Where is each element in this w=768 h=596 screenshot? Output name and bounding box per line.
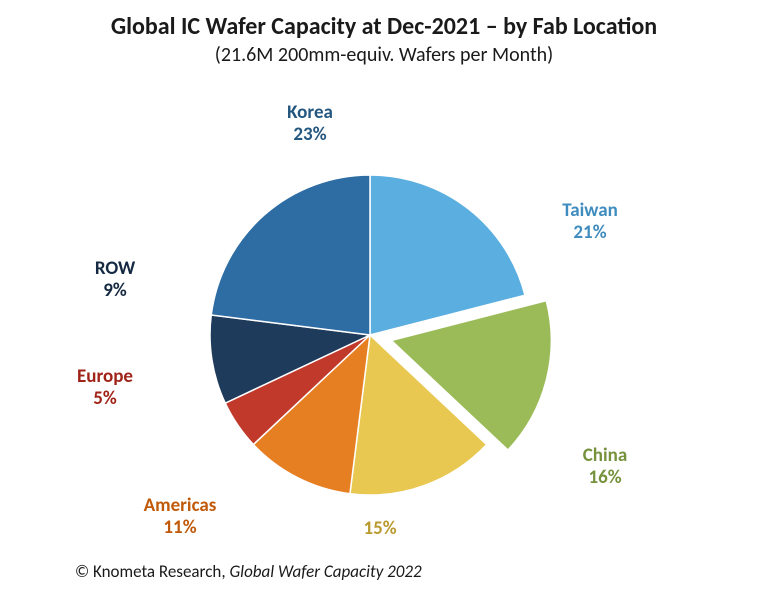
pie-label-name: Europe (77, 366, 133, 388)
chart-subtitle: (21.6M 200mm-equiv. Wafers per Month) (0, 43, 768, 67)
pie-svg (0, 80, 768, 550)
pie-label-pct: 16% (583, 467, 628, 489)
copyright-line: © Knometa Research, Global Wafer Capacit… (75, 561, 422, 582)
pie-label-name: China (583, 445, 628, 467)
pie-label-name: Americas (144, 495, 217, 517)
pie-label-pct: 5% (77, 388, 133, 410)
pie-slice-taiwan (370, 175, 525, 335)
pie-label-korea: Korea23% (287, 102, 333, 146)
pie-slice-korea (211, 175, 370, 335)
copyright-prefix: © Knometa Research, (75, 561, 229, 582)
pie-label-pct: 21% (562, 222, 618, 244)
chart-title: Global IC Wafer Capacity at Dec-2021 – b… (0, 12, 768, 41)
pie-label-taiwan: Taiwan21% (562, 200, 618, 244)
pie-label-pct: 11% (144, 517, 217, 539)
pie-label-name: Taiwan (562, 200, 618, 222)
pie-label-americas: Americas11% (144, 495, 217, 539)
pie-label-name: Korea (287, 102, 333, 124)
pie-label-row: ROW9% (95, 258, 135, 302)
pie-label-europe: Europe5% (77, 366, 133, 410)
pie-chart: Taiwan21% China16% 15% Americas11% Europe5% R… (0, 80, 768, 550)
pie-label-japan: 15% (363, 518, 396, 540)
pie-label-name: ROW (95, 258, 135, 280)
pie-label-pct: 23% (287, 124, 333, 146)
pie-label-pct: 9% (95, 280, 135, 302)
pie-label-pct: 15% (363, 518, 396, 540)
pie-label-china: China16% (583, 445, 628, 489)
copyright-source: Global Wafer Capacity 2022 (229, 561, 421, 582)
